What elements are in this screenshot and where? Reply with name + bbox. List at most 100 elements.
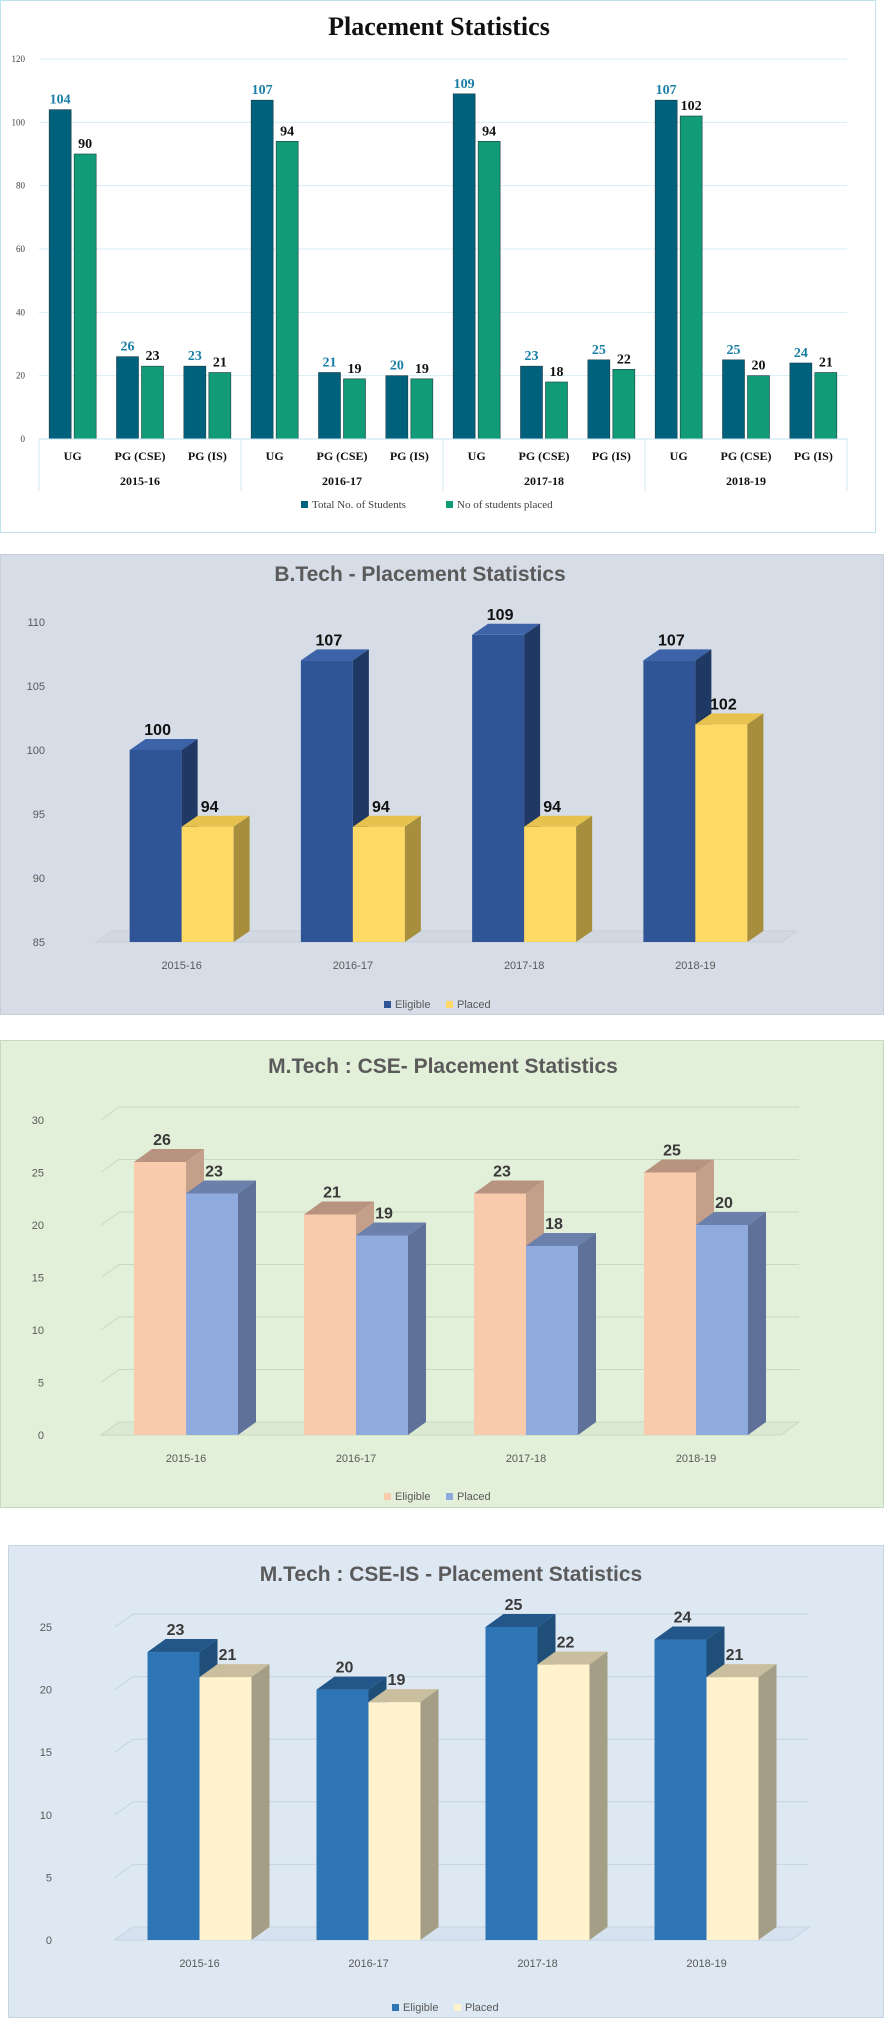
bar-top	[356, 1222, 426, 1236]
bar	[612, 369, 636, 440]
y-tick-label: 105	[27, 681, 45, 693]
category-label: PG (CSE)	[519, 449, 570, 463]
chart-mtech-cse-is-placement: M.Tech : CSE-IS - Placement Statistics 0…	[8, 1545, 884, 2018]
bar	[452, 93, 476, 440]
legend-swatch	[301, 501, 308, 508]
bar-top	[316, 1676, 387, 1690]
data-label: 25	[505, 1597, 523, 1614]
bar	[199, 1677, 252, 1940]
bar	[477, 141, 501, 440]
bar-top	[654, 1626, 725, 1640]
bar-side	[758, 1664, 777, 1940]
bar	[474, 1193, 526, 1435]
y-tick-label: 60	[16, 244, 26, 254]
legend-label: Placed	[457, 1491, 491, 1503]
bar-side	[589, 1651, 608, 1940]
bar-side	[404, 815, 421, 942]
bar-side	[238, 1180, 256, 1435]
legend-swatch	[446, 1493, 453, 1500]
gridline-side	[100, 1106, 120, 1121]
bar	[814, 372, 838, 440]
legend-label: Placed	[457, 999, 491, 1011]
data-label: 109	[454, 77, 475, 92]
y-tick-label: 100	[12, 117, 26, 127]
y-tick-label: 100	[27, 745, 45, 757]
data-label: 94	[543, 799, 561, 816]
gridline-side	[114, 1738, 134, 1753]
y-tick-label: 25	[40, 1622, 52, 1634]
data-label: 21	[323, 356, 337, 371]
bar	[520, 365, 543, 440]
gridline-side	[100, 1159, 120, 1173]
bar-top	[304, 1201, 374, 1215]
bar-side	[747, 713, 764, 942]
bar-top	[352, 815, 421, 827]
category-label: PG (IS)	[390, 449, 429, 463]
y-tick-label: 110	[27, 617, 45, 629]
bar	[545, 381, 568, 440]
y-tick-label: 120	[12, 54, 26, 64]
bar	[643, 660, 696, 942]
y-tick-label: 30	[32, 1115, 44, 1127]
data-label: 90	[78, 137, 92, 152]
chart-title: Placement Statistics	[328, 12, 550, 41]
y-tick-label: 0	[21, 434, 26, 444]
y-tick-label: 0	[38, 1430, 44, 1442]
legend-label: Placed	[465, 2002, 499, 2014]
bar	[352, 826, 405, 942]
gridline-side	[100, 1264, 120, 1278]
gridline-side	[100, 1211, 120, 1226]
bar-top	[537, 1651, 608, 1665]
category-label: 2016-17	[333, 960, 373, 972]
data-label: 107	[656, 83, 677, 98]
y-tick-label: 85	[33, 937, 45, 949]
data-label: 94	[372, 799, 390, 816]
bar	[129, 750, 182, 942]
category-label: 2015-16	[161, 960, 201, 972]
data-label: 22	[617, 352, 631, 367]
y-tick-label: 15	[32, 1273, 44, 1285]
category-label: 2017-18	[517, 1958, 557, 1970]
gridline-side	[100, 1369, 120, 1383]
bar-top	[695, 713, 764, 725]
data-label: 18	[550, 365, 564, 380]
data-label: 23	[493, 1164, 511, 1181]
bar-side	[420, 1689, 439, 1940]
data-label: 25	[592, 343, 606, 358]
bar	[356, 1235, 408, 1435]
data-label: 21	[323, 1185, 341, 1202]
legend-swatch	[384, 1493, 391, 1500]
data-label: 21	[726, 1647, 744, 1664]
bar	[524, 826, 577, 942]
data-label: 20	[715, 1195, 733, 1212]
bar-top	[696, 1212, 766, 1225]
bar	[654, 1639, 707, 1940]
category-label: UG	[64, 449, 82, 463]
bar	[537, 1664, 590, 1940]
y-tick-label: 10	[40, 1810, 52, 1822]
bar	[183, 365, 207, 440]
legend-label: Eligible	[395, 1491, 430, 1503]
bar-top	[474, 1180, 544, 1194]
y-tick-label: 95	[33, 809, 45, 821]
bar	[472, 634, 525, 942]
bar-top	[186, 1180, 256, 1194]
bar	[696, 1225, 748, 1435]
bar-side	[578, 1233, 596, 1435]
data-label: 24	[794, 346, 808, 361]
bar	[385, 375, 409, 440]
category-label: 2015-16	[166, 1453, 206, 1465]
data-label: 21	[213, 356, 227, 371]
data-label: 19	[388, 1672, 406, 1689]
y-tick-label: 20	[32, 1220, 44, 1232]
data-label: 23	[167, 1622, 185, 1639]
data-label: 107	[316, 632, 343, 649]
bar	[316, 1689, 369, 1940]
data-label: 107	[252, 83, 273, 98]
data-label: 26	[153, 1132, 171, 1149]
bar	[526, 1246, 578, 1435]
data-label: 23	[205, 1164, 223, 1181]
data-label: 25	[663, 1143, 681, 1160]
y-tick-label: 20	[40, 1685, 52, 1697]
legend-swatch	[384, 1001, 391, 1008]
